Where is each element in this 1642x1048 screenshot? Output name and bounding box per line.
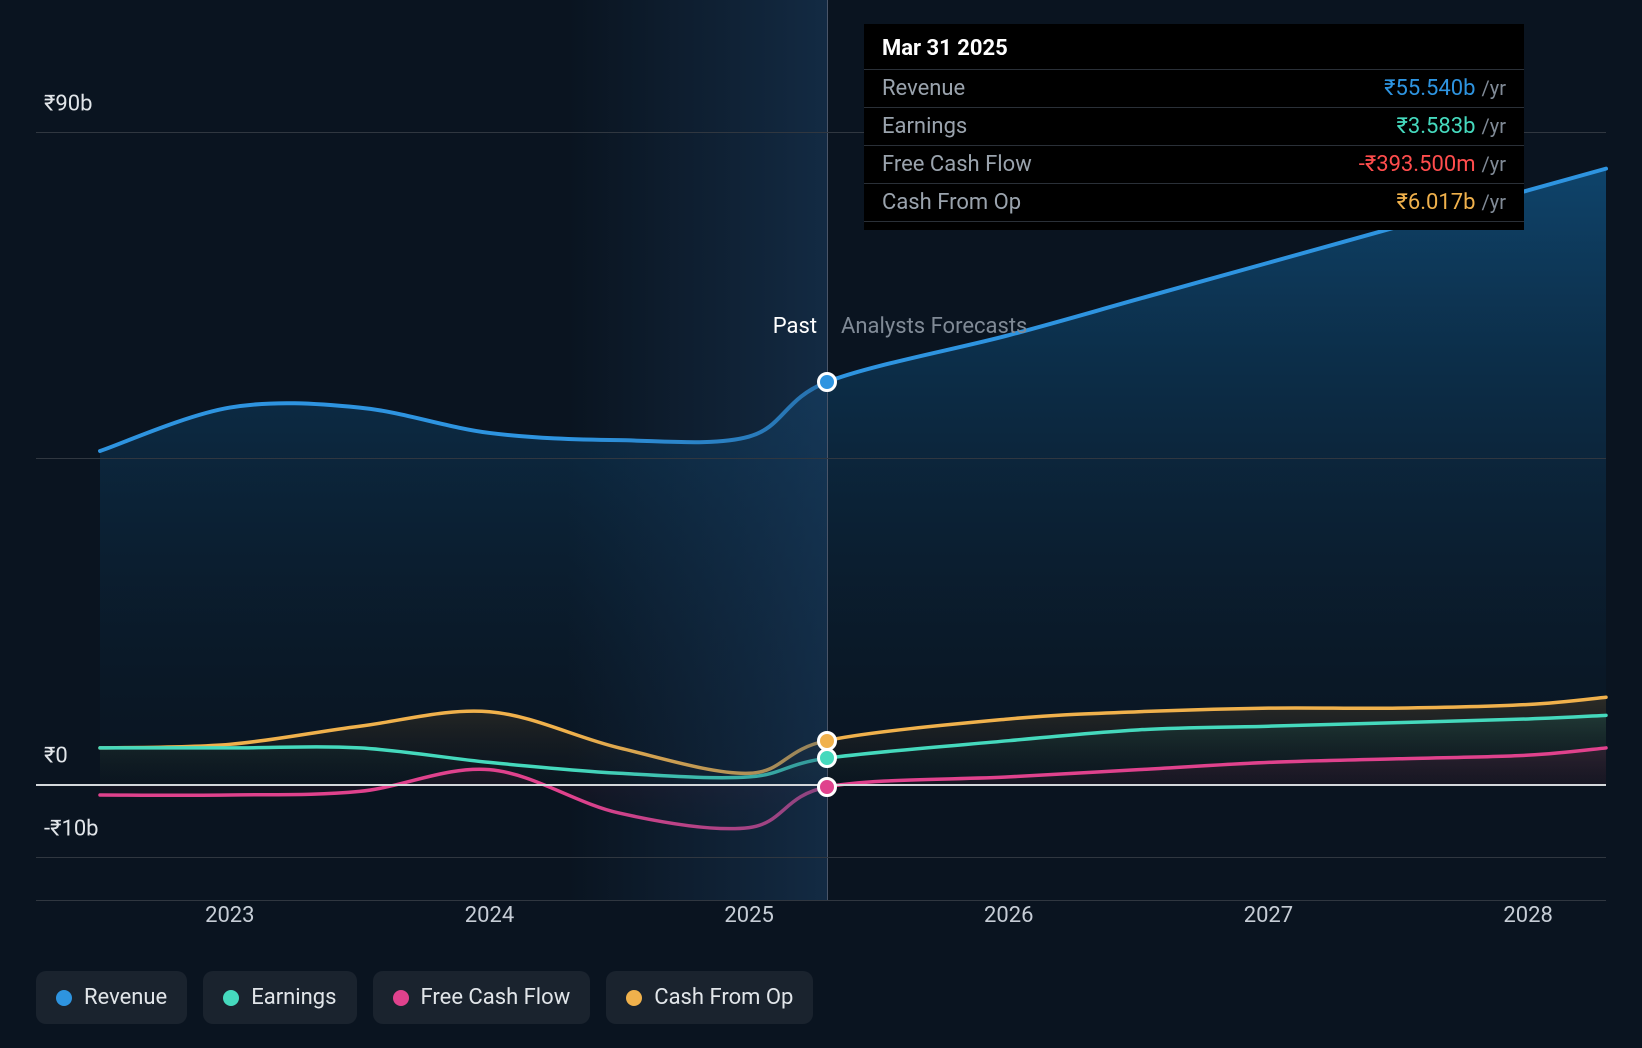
tooltip-row-label: Free Cash Flow [882,152,1032,177]
legend-item-cash_from_op[interactable]: Cash From Op [606,971,813,1024]
legend-dot-icon [223,990,239,1006]
x-axis-line [36,900,1606,901]
forecast-label: Analysts Forecasts [841,314,1027,339]
marker-fcf [817,777,837,797]
tooltip-row-value: ₹6.017b/yr [1397,190,1507,215]
tooltip-row: Cash From Op ₹6.017b/yr [882,184,1506,221]
legend-dot-icon [626,990,642,1006]
tooltip-row-value: ₹3.583b/yr [1397,114,1507,139]
tooltip-row: Revenue ₹55.540b/yr [882,70,1506,107]
x-axis-label: 2025 [724,903,773,928]
series-area-revenue [100,169,1606,785]
legend-dot-icon [56,990,72,1006]
legend-label: Cash From Op [654,985,793,1010]
tooltip-row-value: ₹55.540b/yr [1384,76,1506,101]
x-axis-label: 2028 [1503,903,1552,928]
gridline [36,458,1606,459]
past-label: Past [773,314,817,339]
legend: Revenue Earnings Free Cash Flow Cash From O… [36,971,813,1024]
x-axis-label: 2023 [205,903,254,928]
x-axis-label: 2024 [465,903,514,928]
legend-label: Earnings [251,985,336,1010]
legend-item-earnings[interactable]: Earnings [203,971,356,1024]
marker-earnings [817,748,837,768]
y-axis-label: ₹90b [44,92,92,117]
marker-revenue [817,372,837,392]
gridline [36,857,1606,858]
legend-item-fcf[interactable]: Free Cash Flow [373,971,591,1024]
tooltip-row-label: Revenue [882,76,965,101]
x-axis-label: 2026 [984,903,1033,928]
legend-dot-icon [393,990,409,1006]
tooltip-row-label: Earnings [882,114,967,139]
x-axis-label: 2027 [1244,903,1293,928]
tooltip: Mar 31 2025 Revenue ₹55.540b/yr Earnings ₹3… [864,24,1524,230]
tooltip-row-label: Cash From Op [882,190,1021,215]
tooltip-row: Earnings ₹3.583b/yr [882,108,1506,145]
legend-label: Free Cash Flow [421,985,571,1010]
tooltip-row: Free Cash Flow -₹393.500m/yr [882,146,1506,183]
tooltip-row-value: -₹393.500m/yr [1359,152,1506,177]
y-axis-label: ₹0 [44,744,68,769]
legend-label: Revenue [84,985,167,1010]
y-axis-label: -₹10b [44,816,99,841]
tooltip-date: Mar 31 2025 [882,36,1506,61]
legend-item-revenue[interactable]: Revenue [36,971,187,1024]
financial-forecast-chart[interactable]: ₹90b ₹0 -₹10b 2023 2024 2025 2026 2027 2028 Pas… [0,0,1642,1048]
